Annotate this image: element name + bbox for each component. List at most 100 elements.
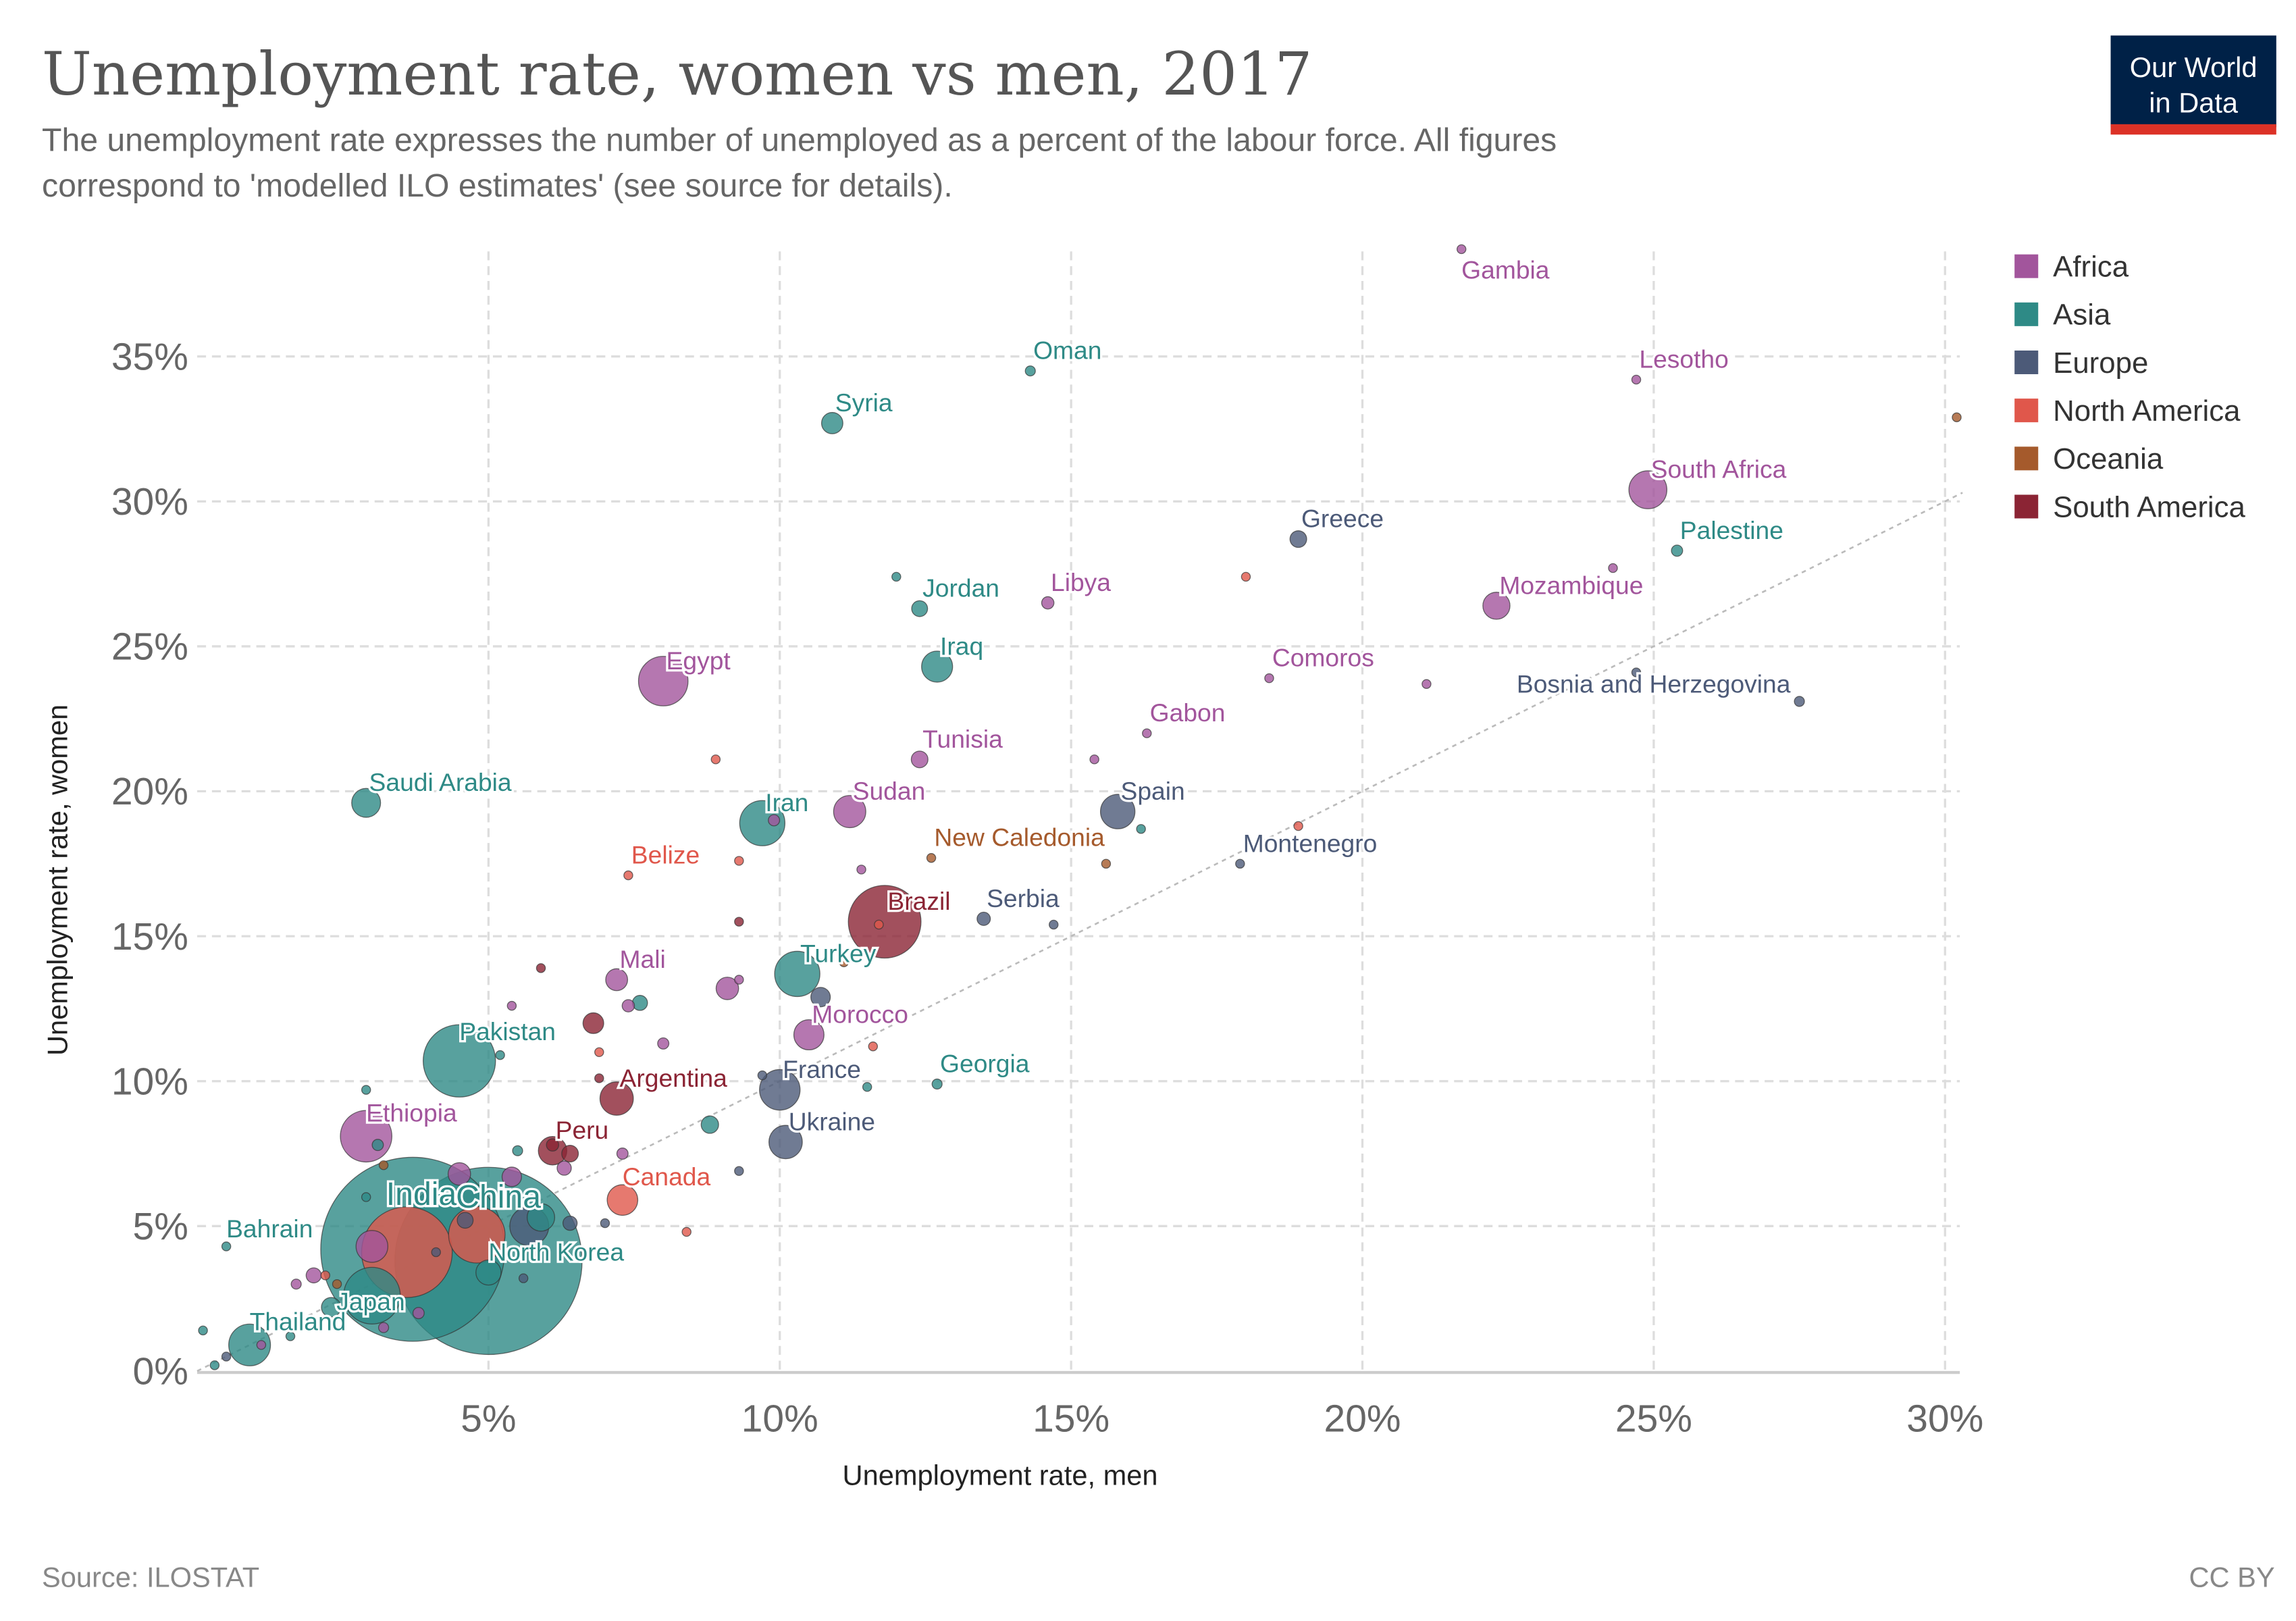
data-point-country[interactable]	[839, 957, 849, 967]
data-point-country[interactable]	[285, 1331, 296, 1341]
data-point-country[interactable]	[1631, 667, 1642, 677]
data-point-country[interactable]	[456, 1212, 474, 1229]
data-point-country[interactable]	[546, 1138, 560, 1152]
data-point-sudan[interactable]	[833, 795, 866, 829]
data-point-ukraine[interactable]	[768, 1125, 803, 1160]
data-point-lesotho[interactable]	[1631, 374, 1642, 385]
data-point-country[interactable]	[757, 1070, 768, 1081]
data-point-country[interactable]	[1049, 919, 1059, 930]
data-point-country[interactable]	[631, 995, 648, 1011]
data-point-pakistan[interactable]	[423, 1024, 496, 1098]
data-point-country[interactable]	[734, 975, 744, 985]
data-point-montenegro[interactable]	[1235, 858, 1245, 869]
data-point-country[interactable]	[734, 917, 744, 927]
data-point-country[interactable]	[320, 1270, 331, 1281]
data-point-country[interactable]	[221, 1352, 232, 1362]
data-point-country[interactable]	[371, 1139, 384, 1152]
data-point-country[interactable]	[868, 1041, 879, 1052]
data-point-country[interactable]	[355, 1230, 389, 1263]
data-point-country[interactable]	[501, 1166, 522, 1187]
data-point-country[interactable]	[681, 1227, 692, 1237]
data-point-jordan[interactable]	[911, 600, 929, 617]
data-point-spain[interactable]	[1099, 794, 1136, 829]
data-point-gabon[interactable]	[1142, 728, 1152, 738]
data-point-belize[interactable]	[623, 870, 633, 881]
source-text[interactable]: Source: ILOSTAT	[42, 1562, 259, 1593]
data-point-country[interactable]	[1421, 679, 1432, 689]
data-point-country[interactable]	[361, 1192, 371, 1202]
data-point-country[interactable]	[582, 1012, 604, 1034]
data-point-bosnia-and-herzegovina[interactable]	[1794, 696, 1805, 707]
license-text[interactable]: CC BY	[2189, 1562, 2274, 1593]
data-point-iraq[interactable]	[921, 650, 954, 683]
data-point-mozambique[interactable]	[1482, 592, 1511, 620]
data-point-country[interactable]	[616, 1148, 629, 1160]
data-point-country[interactable]	[1089, 754, 1099, 765]
data-point-country[interactable]	[290, 1279, 302, 1290]
data-point-country[interactable]	[1136, 824, 1146, 834]
data-point-japan[interactable]	[343, 1266, 401, 1324]
data-point-north-korea[interactable]	[475, 1259, 502, 1286]
data-point-country[interactable]	[700, 1115, 719, 1134]
data-point-country[interactable]	[332, 1279, 342, 1289]
data-point-country[interactable]	[378, 1160, 389, 1170]
data-point-country[interactable]	[1952, 412, 1962, 423]
data-point-comoros[interactable]	[1264, 673, 1274, 684]
data-point-canada[interactable]	[606, 1184, 639, 1216]
data-point-mali[interactable]	[605, 968, 629, 992]
data-point-country[interactable]	[562, 1215, 578, 1231]
data-point-georgia[interactable]	[931, 1078, 943, 1090]
data-point-country[interactable]	[377, 1322, 390, 1333]
data-point-country[interactable]	[561, 1145, 579, 1163]
data-point-country[interactable]	[657, 1037, 670, 1050]
data-point-country[interactable]	[198, 1325, 208, 1336]
data-point-country[interactable]	[594, 1073, 604, 1083]
data-point-oman[interactable]	[1024, 365, 1036, 377]
legend-item-oceania[interactable]: Oceania	[2014, 442, 2164, 475]
data-point-country[interactable]	[715, 977, 739, 1000]
data-point-thailand[interactable]	[228, 1323, 271, 1366]
data-point-turkey[interactable]	[774, 950, 820, 998]
data-point-country[interactable]	[536, 963, 546, 973]
data-point-morocco[interactable]	[793, 1019, 825, 1051]
data-point-country[interactable]	[810, 987, 831, 1008]
data-point-country[interactable]	[734, 1166, 744, 1177]
data-point-egypt[interactable]	[637, 656, 689, 706]
data-point-libya[interactable]	[1041, 596, 1055, 610]
data-point-country[interactable]	[874, 919, 884, 930]
data-point-country[interactable]	[447, 1162, 471, 1186]
data-point-brazil[interactable]	[847, 885, 922, 959]
data-point-country[interactable]	[526, 1203, 556, 1232]
data-point-country[interactable]	[1101, 858, 1112, 869]
data-point-country[interactable]	[710, 754, 721, 765]
data-point-country[interactable]	[768, 814, 781, 827]
data-point-country[interactable]	[556, 1160, 572, 1176]
data-point-france[interactable]	[759, 1069, 801, 1111]
data-point-country[interactable]	[209, 1360, 220, 1370]
data-point-south-africa[interactable]	[1628, 470, 1668, 509]
data-point-country[interactable]	[431, 1247, 441, 1258]
data-point-tunisia[interactable]	[910, 750, 929, 769]
legend-item-south-america[interactable]: South America	[2014, 490, 2246, 523]
data-point-country[interactable]	[321, 1297, 342, 1318]
data-point-country[interactable]	[1293, 821, 1303, 831]
data-point-greece[interactable]	[1289, 530, 1307, 548]
legend-item-asia[interactable]: Asia	[2014, 299, 2111, 332]
legend-item-europe[interactable]: Europe	[2014, 346, 2148, 380]
data-point-country[interactable]	[600, 1218, 610, 1229]
data-point-country[interactable]	[1608, 563, 1618, 573]
data-point-country[interactable]	[621, 999, 635, 1012]
data-point-country[interactable]	[518, 1273, 529, 1283]
data-point-country[interactable]	[256, 1340, 267, 1350]
data-point-iran[interactable]	[739, 800, 786, 846]
legend-item-north-america[interactable]: North America	[2014, 394, 2241, 428]
data-point-palestine[interactable]	[1671, 544, 1684, 557]
data-point-saudi-arabia[interactable]	[351, 788, 382, 818]
data-point-country[interactable]	[506, 1000, 517, 1011]
data-point-country[interactable]	[862, 1082, 872, 1092]
data-point-country[interactable]	[412, 1307, 425, 1320]
data-point-bahrain[interactable]	[221, 1241, 232, 1252]
data-point-country[interactable]	[856, 865, 866, 875]
data-point-country[interactable]	[734, 856, 744, 866]
data-point-country[interactable]	[305, 1267, 322, 1284]
